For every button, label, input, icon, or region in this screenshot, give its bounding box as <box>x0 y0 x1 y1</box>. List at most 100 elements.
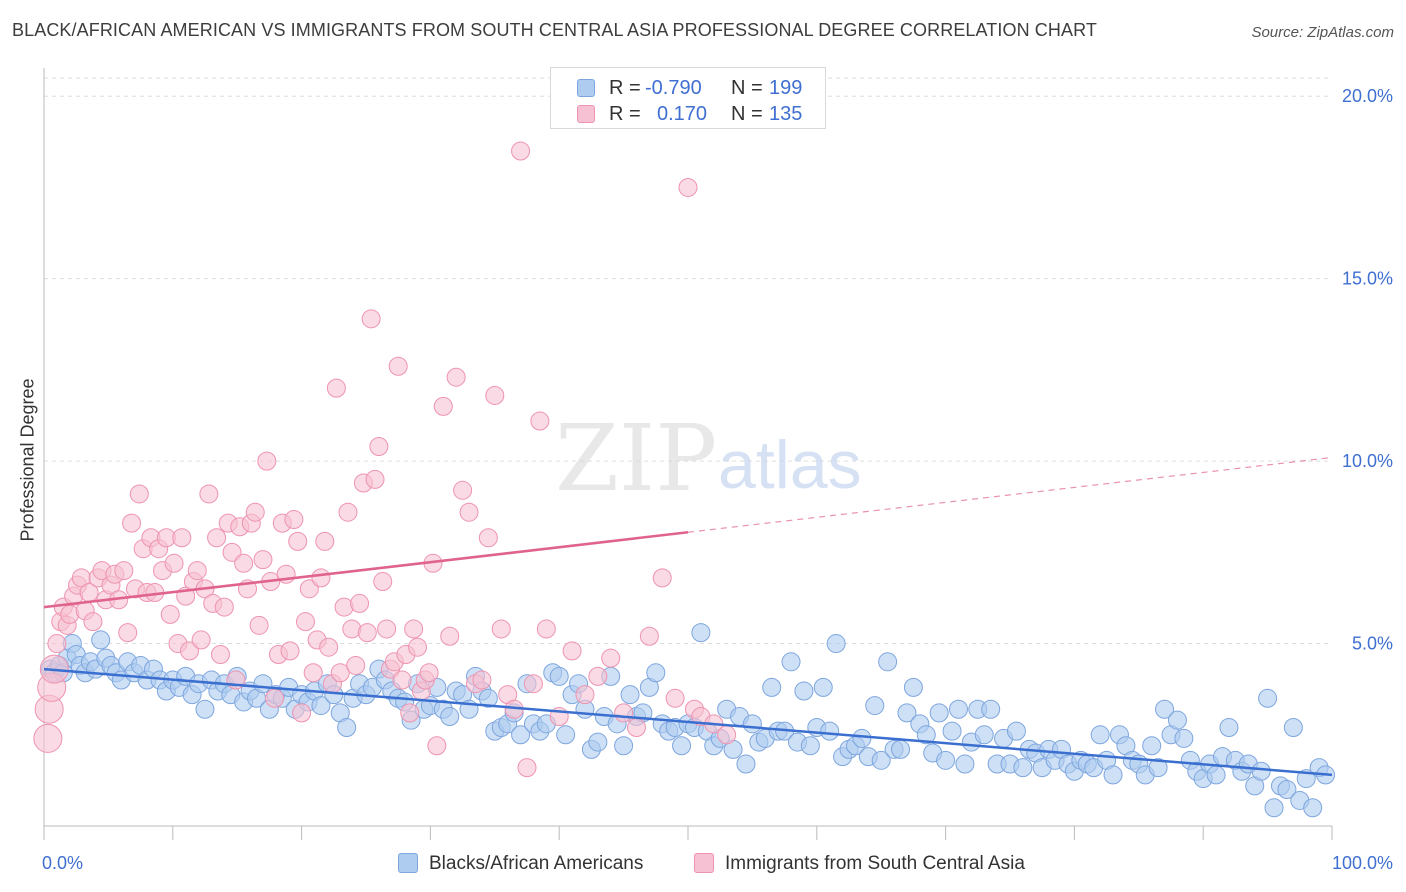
pink-point <box>234 553 254 573</box>
pink-swatch <box>694 853 714 873</box>
blue-point <box>337 717 357 737</box>
blue-point <box>1090 725 1110 745</box>
pink-point <box>536 619 556 639</box>
blue-point <box>916 725 936 745</box>
blue-point <box>762 677 782 697</box>
pink-point <box>187 561 207 581</box>
pink-point <box>478 528 498 548</box>
y-axis-label: Professional Degree <box>17 378 38 542</box>
blue-point <box>691 623 711 643</box>
pink-point <box>292 703 312 723</box>
pink-point <box>33 723 63 753</box>
watermark-atlas: atlas <box>718 427 862 503</box>
blue-point <box>588 732 608 752</box>
pink-point <box>60 604 80 624</box>
blue-point <box>614 736 634 756</box>
blue-point <box>742 714 762 734</box>
legend-n-label: N = <box>731 77 763 99</box>
pink-point <box>652 568 672 588</box>
pink-point <box>459 502 479 522</box>
blue-point <box>478 688 498 708</box>
legend-r-value: 0.170 <box>657 103 708 125</box>
blue-point <box>1155 699 1175 719</box>
pink-point <box>562 641 582 661</box>
pink-point <box>210 645 230 665</box>
pink-point <box>373 572 393 592</box>
legend-r-value: -0.790 <box>645 77 702 99</box>
blue-point <box>1167 710 1187 730</box>
pink-point <box>288 531 308 551</box>
pink-point <box>245 502 265 522</box>
pink-point <box>164 553 184 573</box>
pink-point <box>485 385 505 405</box>
blue-point <box>1174 728 1194 748</box>
y-tick-label: 5.0% <box>1352 634 1393 654</box>
pink-point <box>400 703 420 723</box>
pink-point <box>404 619 424 639</box>
y-tick-label: 15.0% <box>1342 269 1393 289</box>
blue-point <box>736 754 756 774</box>
blue-point <box>813 677 833 697</box>
pink-point <box>639 626 659 646</box>
pink-point <box>357 623 377 643</box>
pink-point <box>47 634 67 654</box>
y-tick-label: 10.0% <box>1342 451 1393 471</box>
blue-point <box>955 754 975 774</box>
pink-point <box>303 663 323 683</box>
pink-point <box>408 637 428 657</box>
pink-point <box>214 597 234 617</box>
blue-point <box>897 703 917 723</box>
pink-point <box>419 663 439 683</box>
pink-point <box>257 451 277 471</box>
pink-point <box>265 688 285 708</box>
pink-point <box>338 502 358 522</box>
blue-point <box>903 677 923 697</box>
pink-point <box>172 528 192 548</box>
source-credit: Source: ZipAtlas.com <box>1251 24 1394 41</box>
pink-trend-extension <box>687 456 1333 533</box>
pink-point <box>517 758 537 778</box>
pink-point <box>342 619 362 639</box>
blue-point <box>1142 736 1162 756</box>
pink-point <box>350 593 370 613</box>
pink-point <box>665 688 685 708</box>
x-tick-label: 100.0% <box>1332 853 1393 873</box>
blue-point <box>556 725 576 745</box>
blue-point <box>1219 717 1239 737</box>
pink-point <box>160 604 180 624</box>
pink-point <box>511 141 531 161</box>
blue-point <box>440 707 460 727</box>
blue-point <box>1277 780 1297 800</box>
pink-point <box>392 670 412 690</box>
blue-point <box>800 736 820 756</box>
blue-point <box>620 685 640 705</box>
pink-point <box>114 561 134 581</box>
watermark-zip: ZIP <box>555 405 717 512</box>
blue-point <box>936 750 956 770</box>
blue-point <box>1303 798 1323 818</box>
blue-point <box>852 728 872 748</box>
blue-point <box>91 630 111 650</box>
pink-point <box>180 641 200 661</box>
blue-point <box>511 725 531 745</box>
blue-point <box>929 703 949 723</box>
legend-n-value: 199 <box>769 77 803 99</box>
blue-point <box>1206 765 1226 785</box>
pink-point <box>191 630 211 650</box>
blue-point <box>1258 688 1278 708</box>
pink-point <box>523 674 543 694</box>
pink-point <box>222 542 242 562</box>
pink-point <box>575 685 595 705</box>
pink-swatch <box>577 105 595 123</box>
legend-n-label: N = <box>731 103 763 125</box>
pink-point <box>369 437 389 457</box>
pink-point <box>346 655 366 675</box>
x-tick-label: 0.0% <box>42 853 83 873</box>
blue-series-label: Blacks/African Americans <box>429 853 644 874</box>
pink-point <box>207 528 227 548</box>
pink-point <box>427 736 447 756</box>
pink-point <box>118 623 138 643</box>
legend-r-label: R = <box>609 77 641 99</box>
blue-point <box>549 666 569 686</box>
